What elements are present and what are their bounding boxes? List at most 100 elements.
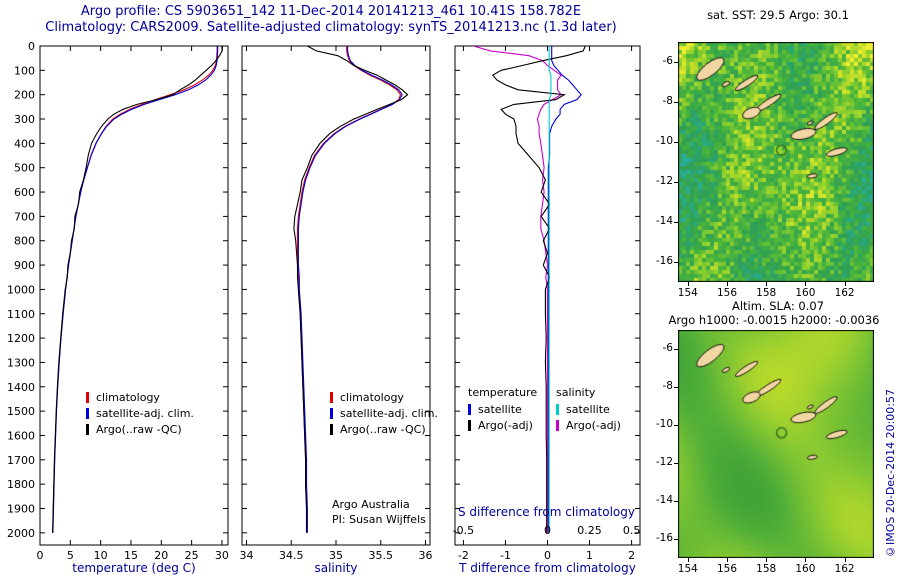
- y-tick-label: 1500: [7, 405, 35, 418]
- satellite-adj-clim--line: [52, 46, 219, 533]
- map-x-tick-label: 156: [716, 563, 738, 575]
- x-tick-label: 35: [329, 549, 343, 562]
- y-tick-label: 1000: [7, 283, 35, 296]
- s-satellite-diff-line: [548, 46, 552, 533]
- map-x-tick-label: 160: [795, 563, 816, 575]
- map-x-tick: [844, 282, 846, 286]
- difference-temperature-legend: temperature satellite Argo(-adj): [468, 386, 537, 433]
- map-x-tick-label: 160: [795, 287, 816, 299]
- satellite-clim-line-swatch: [330, 407, 333, 419]
- map-x-tick: [727, 282, 728, 286]
- map-y-tick-label: -16: [655, 255, 673, 267]
- argo-raw-line-swatch: [330, 423, 333, 435]
- x-tick-label: 35.5: [369, 549, 394, 562]
- difference-salinity-legend: salinity satellite Argo(-adj): [556, 386, 621, 433]
- temperature-panel-legend: climatology satellite-adj. clim. Argo(..…: [86, 389, 194, 437]
- x-tick-label: 36: [419, 549, 433, 562]
- temperature-axis-label: temperature (deg C): [72, 561, 196, 575]
- map-x-tick: [766, 558, 768, 562]
- t-satellite-line-swatch: [468, 403, 471, 415]
- x-tick-label: 30: [215, 549, 229, 562]
- legend-item-argo-raw: Argo(..raw -QC): [330, 421, 438, 437]
- map-x-tick: [805, 558, 807, 562]
- map-x-tick-label: 162: [834, 287, 855, 299]
- map-x-tick: [687, 282, 689, 286]
- map-y-tick: [674, 425, 678, 426]
- x-tick-label: 20: [154, 549, 168, 562]
- sla-title-line2: Argo h1000: -0.0015 h2000: -0.0036: [668, 313, 880, 327]
- y-tick-label: 2000: [7, 527, 35, 540]
- y-tick-label: 1200: [7, 332, 35, 345]
- sst-map-title: sat. SST: 29.5 Argo: 30.1: [707, 8, 849, 22]
- legend-label: Argo(-adj): [478, 418, 533, 432]
- x-tick-label: 0: [544, 549, 551, 562]
- x-tick-label: -1: [500, 549, 511, 562]
- map-x-tick: [844, 558, 846, 562]
- map-y-tick: [674, 349, 678, 350]
- credit-line1: Argo Australia: [332, 498, 410, 511]
- t-argo-diff-line: [491, 46, 586, 533]
- s-satellite-line-swatch: [556, 403, 559, 415]
- legend-label: Argo(..raw -QC): [96, 422, 182, 436]
- plot-box: [454, 45, 641, 546]
- y-tick-label: 1800: [7, 478, 35, 491]
- map-x-tick-label: 156: [716, 287, 738, 299]
- difference-profile-axes: -2 -1 0 1 2: [454, 45, 641, 562]
- y-tick-label: 1300: [7, 356, 35, 369]
- satellite-adj-clim--line: [297, 46, 403, 533]
- s-difference-axis-label: S difference from climatology: [458, 505, 635, 519]
- y-tick-label: 200: [14, 89, 35, 102]
- x-tick-label: 34.5: [279, 549, 304, 562]
- x-tick-label: 0: [37, 549, 44, 562]
- legend-label: climatology: [340, 390, 404, 404]
- climatology-line-swatch: [330, 391, 333, 403]
- legend-header-temperature: temperature: [468, 386, 538, 399]
- map-y-tick-label: -8: [662, 95, 673, 107]
- climatology-line-swatch: [86, 391, 89, 403]
- s-diff-tick-label: 0.5: [622, 524, 641, 537]
- legend-item-s-argo: Argo(-adj): [556, 417, 621, 433]
- imos-watermark: ©IMOS 20-Dec-2014 20:00:57: [884, 389, 897, 558]
- map-y-tick-label: -8: [662, 380, 673, 392]
- x-tick-label: -2: [458, 549, 469, 562]
- argo-raw-qc--line: [52, 46, 224, 533]
- x-tick-label: 5: [67, 549, 74, 562]
- t-argo-line-swatch: [468, 419, 471, 431]
- y-tick-label: 900: [14, 259, 35, 272]
- x-tick-label: 15: [124, 549, 138, 562]
- salinity-profile-axes: 34 34.5 35 35.5 36: [239, 45, 433, 562]
- figure-title-line1: Argo profile: CS 5903651_142 11-Dec-2014…: [80, 4, 582, 19]
- y-tick-label: 100: [14, 64, 35, 77]
- salinity-profile-series: [293, 46, 409, 533]
- map-y-tick-label: -16: [655, 532, 673, 544]
- map-x-tick: [687, 558, 689, 562]
- map-y-tick: [674, 222, 678, 223]
- legend-item-s-satellite: satellite: [556, 401, 621, 417]
- x-tick-label: 2: [628, 549, 635, 562]
- map-x-tick: [766, 282, 768, 286]
- s-diff-tick-label: -0.5: [452, 524, 475, 537]
- temperature-profile-series: [52, 46, 224, 533]
- temperature-profile-axes: 0 5 10 15 20 25 300100200300400500600700800900…: [7, 40, 229, 562]
- t-satellite-diff-line: [547, 46, 582, 533]
- map-y-tick: [674, 501, 678, 502]
- map-x-tick: [805, 282, 807, 286]
- sst-map: [678, 42, 874, 282]
- map-y-tick: [674, 62, 678, 63]
- x-tick-label: 10: [94, 549, 108, 562]
- y-tick-label: 800: [14, 235, 35, 248]
- plot-box: [39, 45, 229, 546]
- map-y-tick: [674, 102, 678, 103]
- climatology-line: [296, 46, 402, 533]
- map-y-tick-label: -10: [655, 135, 673, 147]
- legend-label: satellite-adj. clim.: [96, 406, 194, 420]
- salinity-panel-legend: climatology satellite-adj. clim. Argo(..…: [330, 389, 438, 437]
- sla-title-line1: Altim. SLA: 0.07: [731, 299, 825, 313]
- map-x-tick-label: 154: [677, 287, 698, 299]
- plot-box: [241, 45, 431, 546]
- map-y-tick-label: -10: [655, 418, 673, 430]
- map-x-tick: [727, 558, 728, 562]
- y-tick-label: 300: [14, 113, 35, 126]
- map-y-tick-label: -14: [655, 494, 673, 506]
